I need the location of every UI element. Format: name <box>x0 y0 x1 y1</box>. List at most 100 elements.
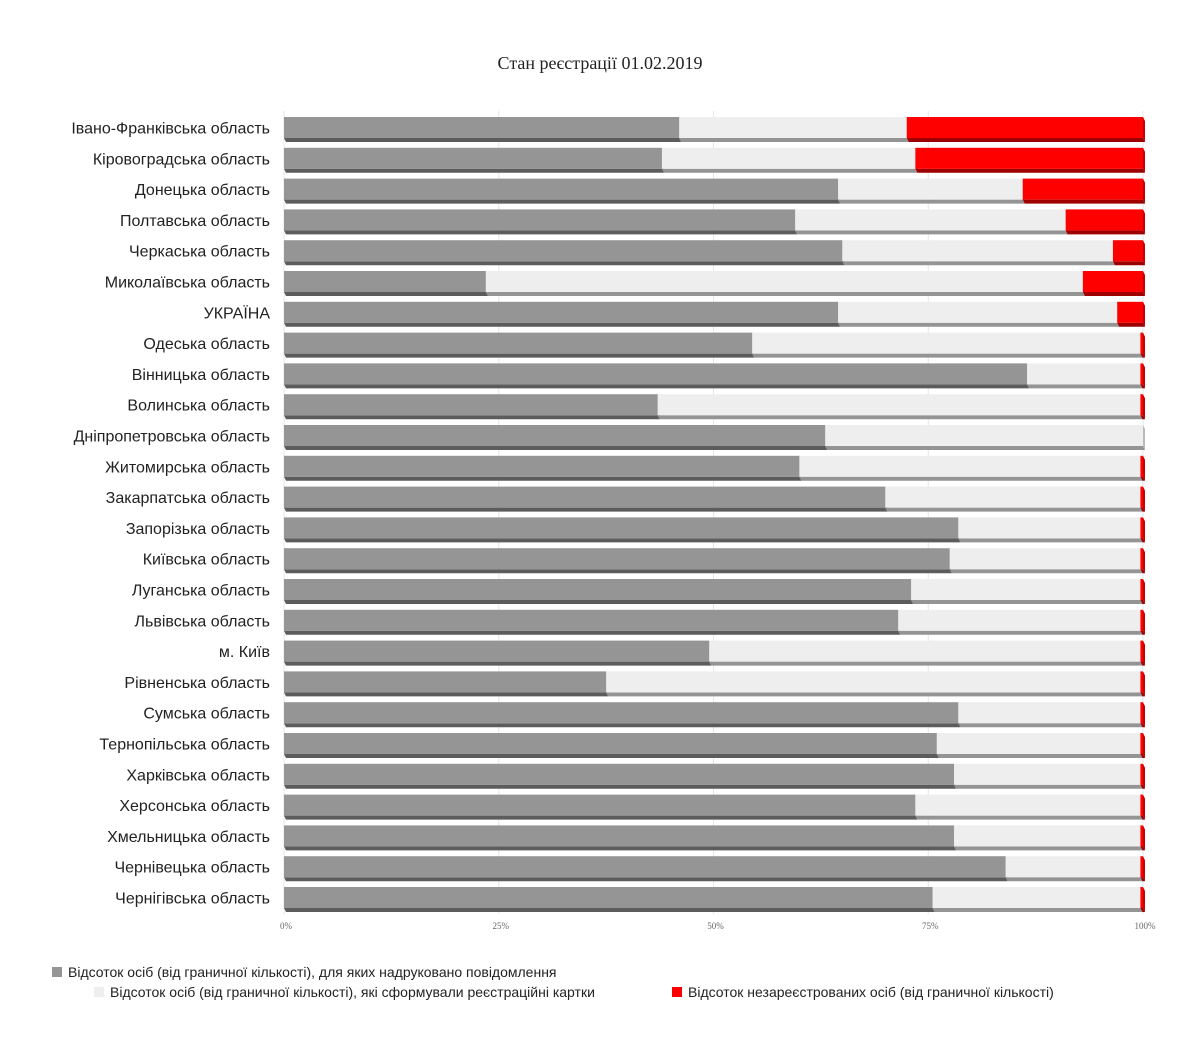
category-label: Полтавська область <box>120 213 270 230</box>
bar-segment <box>1140 363 1143 385</box>
category-label: Хмельницька область <box>107 829 270 846</box>
bar-depth <box>1140 754 1145 758</box>
bar-segment <box>838 178 1023 200</box>
bar-segment <box>1140 856 1143 878</box>
bar-segment <box>898 609 1141 631</box>
bar-segment <box>284 609 899 631</box>
bar-segment <box>284 240 843 262</box>
bar-depth <box>606 692 1143 697</box>
legend-swatch <box>94 987 104 997</box>
bar-segment <box>284 856 1006 878</box>
bars <box>284 117 1145 912</box>
category-label: Дніпропетровська область <box>74 429 270 446</box>
bar-depth <box>284 784 957 789</box>
bar-depth <box>485 292 1085 296</box>
bar-depth <box>284 353 755 358</box>
bar-side <box>1143 425 1145 450</box>
bar-segment <box>709 640 1141 662</box>
bar-side <box>1143 486 1145 512</box>
x-tick-label: 0% <box>280 921 293 931</box>
bar-depth <box>1140 569 1145 574</box>
bar-segment <box>1140 671 1143 693</box>
bar-segment <box>284 825 955 847</box>
bar-depth <box>825 446 1145 450</box>
bar-segment <box>1027 363 1141 385</box>
legend-swatch <box>672 987 682 997</box>
bar-segment <box>1140 733 1143 754</box>
bar-segment <box>954 825 1141 847</box>
category-label: УКРАЇНА <box>204 304 271 322</box>
bar-side <box>1143 640 1145 666</box>
bar-depth <box>1140 846 1145 851</box>
bar-depth <box>284 292 488 296</box>
bar-segment <box>1065 209 1143 231</box>
bar-segment <box>1140 394 1143 416</box>
bar-depth <box>284 877 1008 882</box>
bar-side <box>1143 455 1145 481</box>
bar-segment <box>284 178 839 200</box>
bar-segment <box>1005 856 1141 878</box>
bar-segment <box>1140 517 1143 539</box>
bar-segment <box>284 363 1028 385</box>
bar-segment <box>1140 702 1143 724</box>
bar-depth <box>284 661 712 666</box>
bar-depth <box>284 846 957 851</box>
bar-segment <box>284 517 959 539</box>
category-label: Запорізька область <box>126 521 270 538</box>
bar-depth <box>795 230 1068 235</box>
category-labels: Івано-Франківська область Кіровоградська … <box>71 121 270 908</box>
bar-depth <box>1140 353 1145 358</box>
bar-segment <box>752 332 1141 354</box>
bar-depth <box>284 168 664 173</box>
category-label: Донецька область <box>135 182 270 199</box>
bar-side <box>1143 609 1145 635</box>
bar-segment <box>284 117 680 138</box>
bar-depth <box>906 138 1145 142</box>
bar-segment <box>284 548 950 570</box>
bar-segment <box>795 209 1066 231</box>
bar-depth <box>284 138 682 142</box>
bar-segment <box>657 394 1141 416</box>
category-label: Житомирська область <box>105 459 270 476</box>
bar-side <box>1143 825 1145 851</box>
bar-side <box>1143 733 1145 758</box>
bar-depth <box>885 507 1143 512</box>
bar-side <box>1143 301 1145 327</box>
bar-segment <box>284 579 912 600</box>
bar-segment <box>284 702 959 724</box>
bar-segment <box>284 794 916 816</box>
bar-depth <box>284 815 918 820</box>
bar-depth <box>954 846 1143 851</box>
bar-segment <box>799 455 1141 477</box>
bar-segment <box>936 733 1141 754</box>
bar-depth <box>679 138 909 142</box>
bar-depth <box>284 600 914 604</box>
bar-side <box>1143 178 1145 204</box>
bar-depth <box>958 723 1143 728</box>
bar-depth <box>1140 877 1145 882</box>
bar-depth <box>284 476 802 481</box>
bar-depth <box>1140 784 1145 789</box>
x-tick-label: 25% <box>493 921 510 931</box>
bar-segment <box>1140 455 1143 477</box>
bar-depth <box>709 661 1143 666</box>
bar-depth <box>284 630 901 635</box>
bar-segment <box>284 271 486 292</box>
bar-depth <box>284 230 798 235</box>
bar-depth <box>284 415 660 420</box>
category-label: Харківська область <box>126 767 270 784</box>
bar-segment <box>284 147 662 169</box>
legend-label: Відсоток осіб (від граничної кількості),… <box>68 964 557 980</box>
bar-segment <box>1140 763 1143 785</box>
bar-depth <box>1140 476 1145 481</box>
bar-segment <box>911 579 1141 600</box>
bar-segment <box>915 794 1141 816</box>
bar-segment <box>284 332 753 354</box>
chart-title: Стан реєстрації 01.02.2019 <box>498 53 703 73</box>
bar-side <box>1143 671 1145 697</box>
category-label: Луганська область <box>132 583 270 600</box>
category-label: Закарпатська область <box>106 490 270 507</box>
bar-side <box>1143 794 1145 820</box>
bar-side <box>1143 332 1145 358</box>
bar-depth <box>284 723 961 728</box>
